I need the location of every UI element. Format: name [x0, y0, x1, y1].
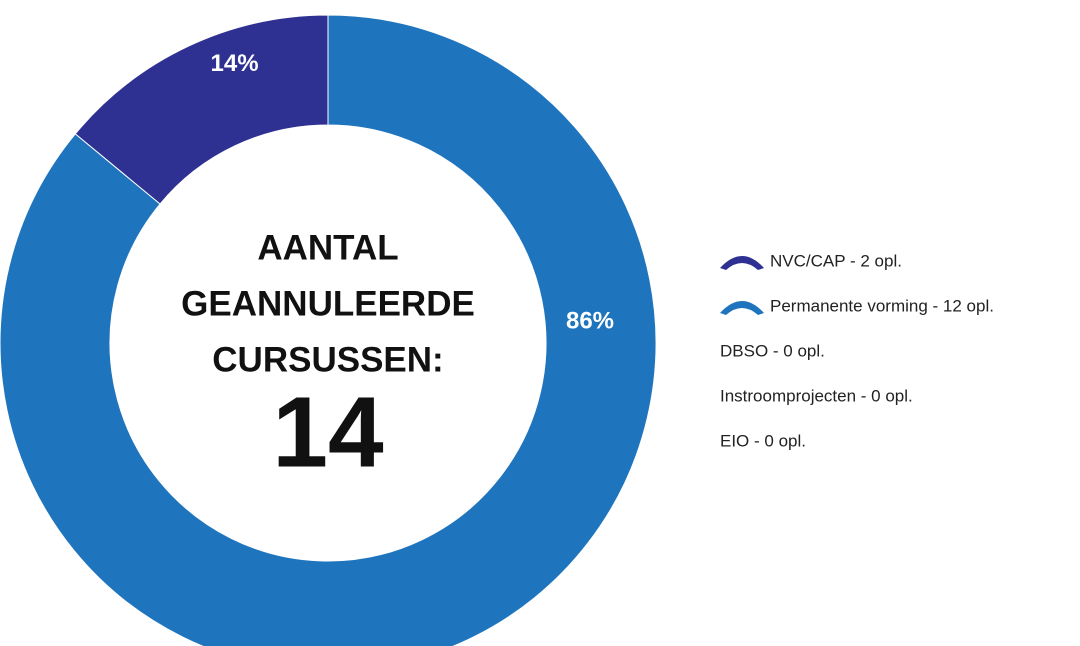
center-title: AANTAL [257, 228, 398, 267]
center-title: GEANNULEERDE [181, 284, 475, 323]
legend-label: NVC/CAP - 2 opl. [770, 251, 902, 270]
legend-label: EIO - 0 opl. [720, 431, 806, 450]
legend-label: DBSO - 0 opl. [720, 341, 825, 360]
legend-label: Instroomprojecten - 0 opl. [720, 386, 913, 405]
value-label: 14% [211, 50, 259, 77]
legend-swatch [720, 301, 764, 315]
value-label: 86% [566, 307, 614, 334]
legend-swatch [720, 256, 764, 270]
legend-label: Permanente vorming - 12 opl. [770, 296, 994, 315]
center-value: 14 [272, 376, 384, 488]
slice [0, 14, 657, 646]
center-title: CURSUSSEN: [212, 340, 443, 379]
